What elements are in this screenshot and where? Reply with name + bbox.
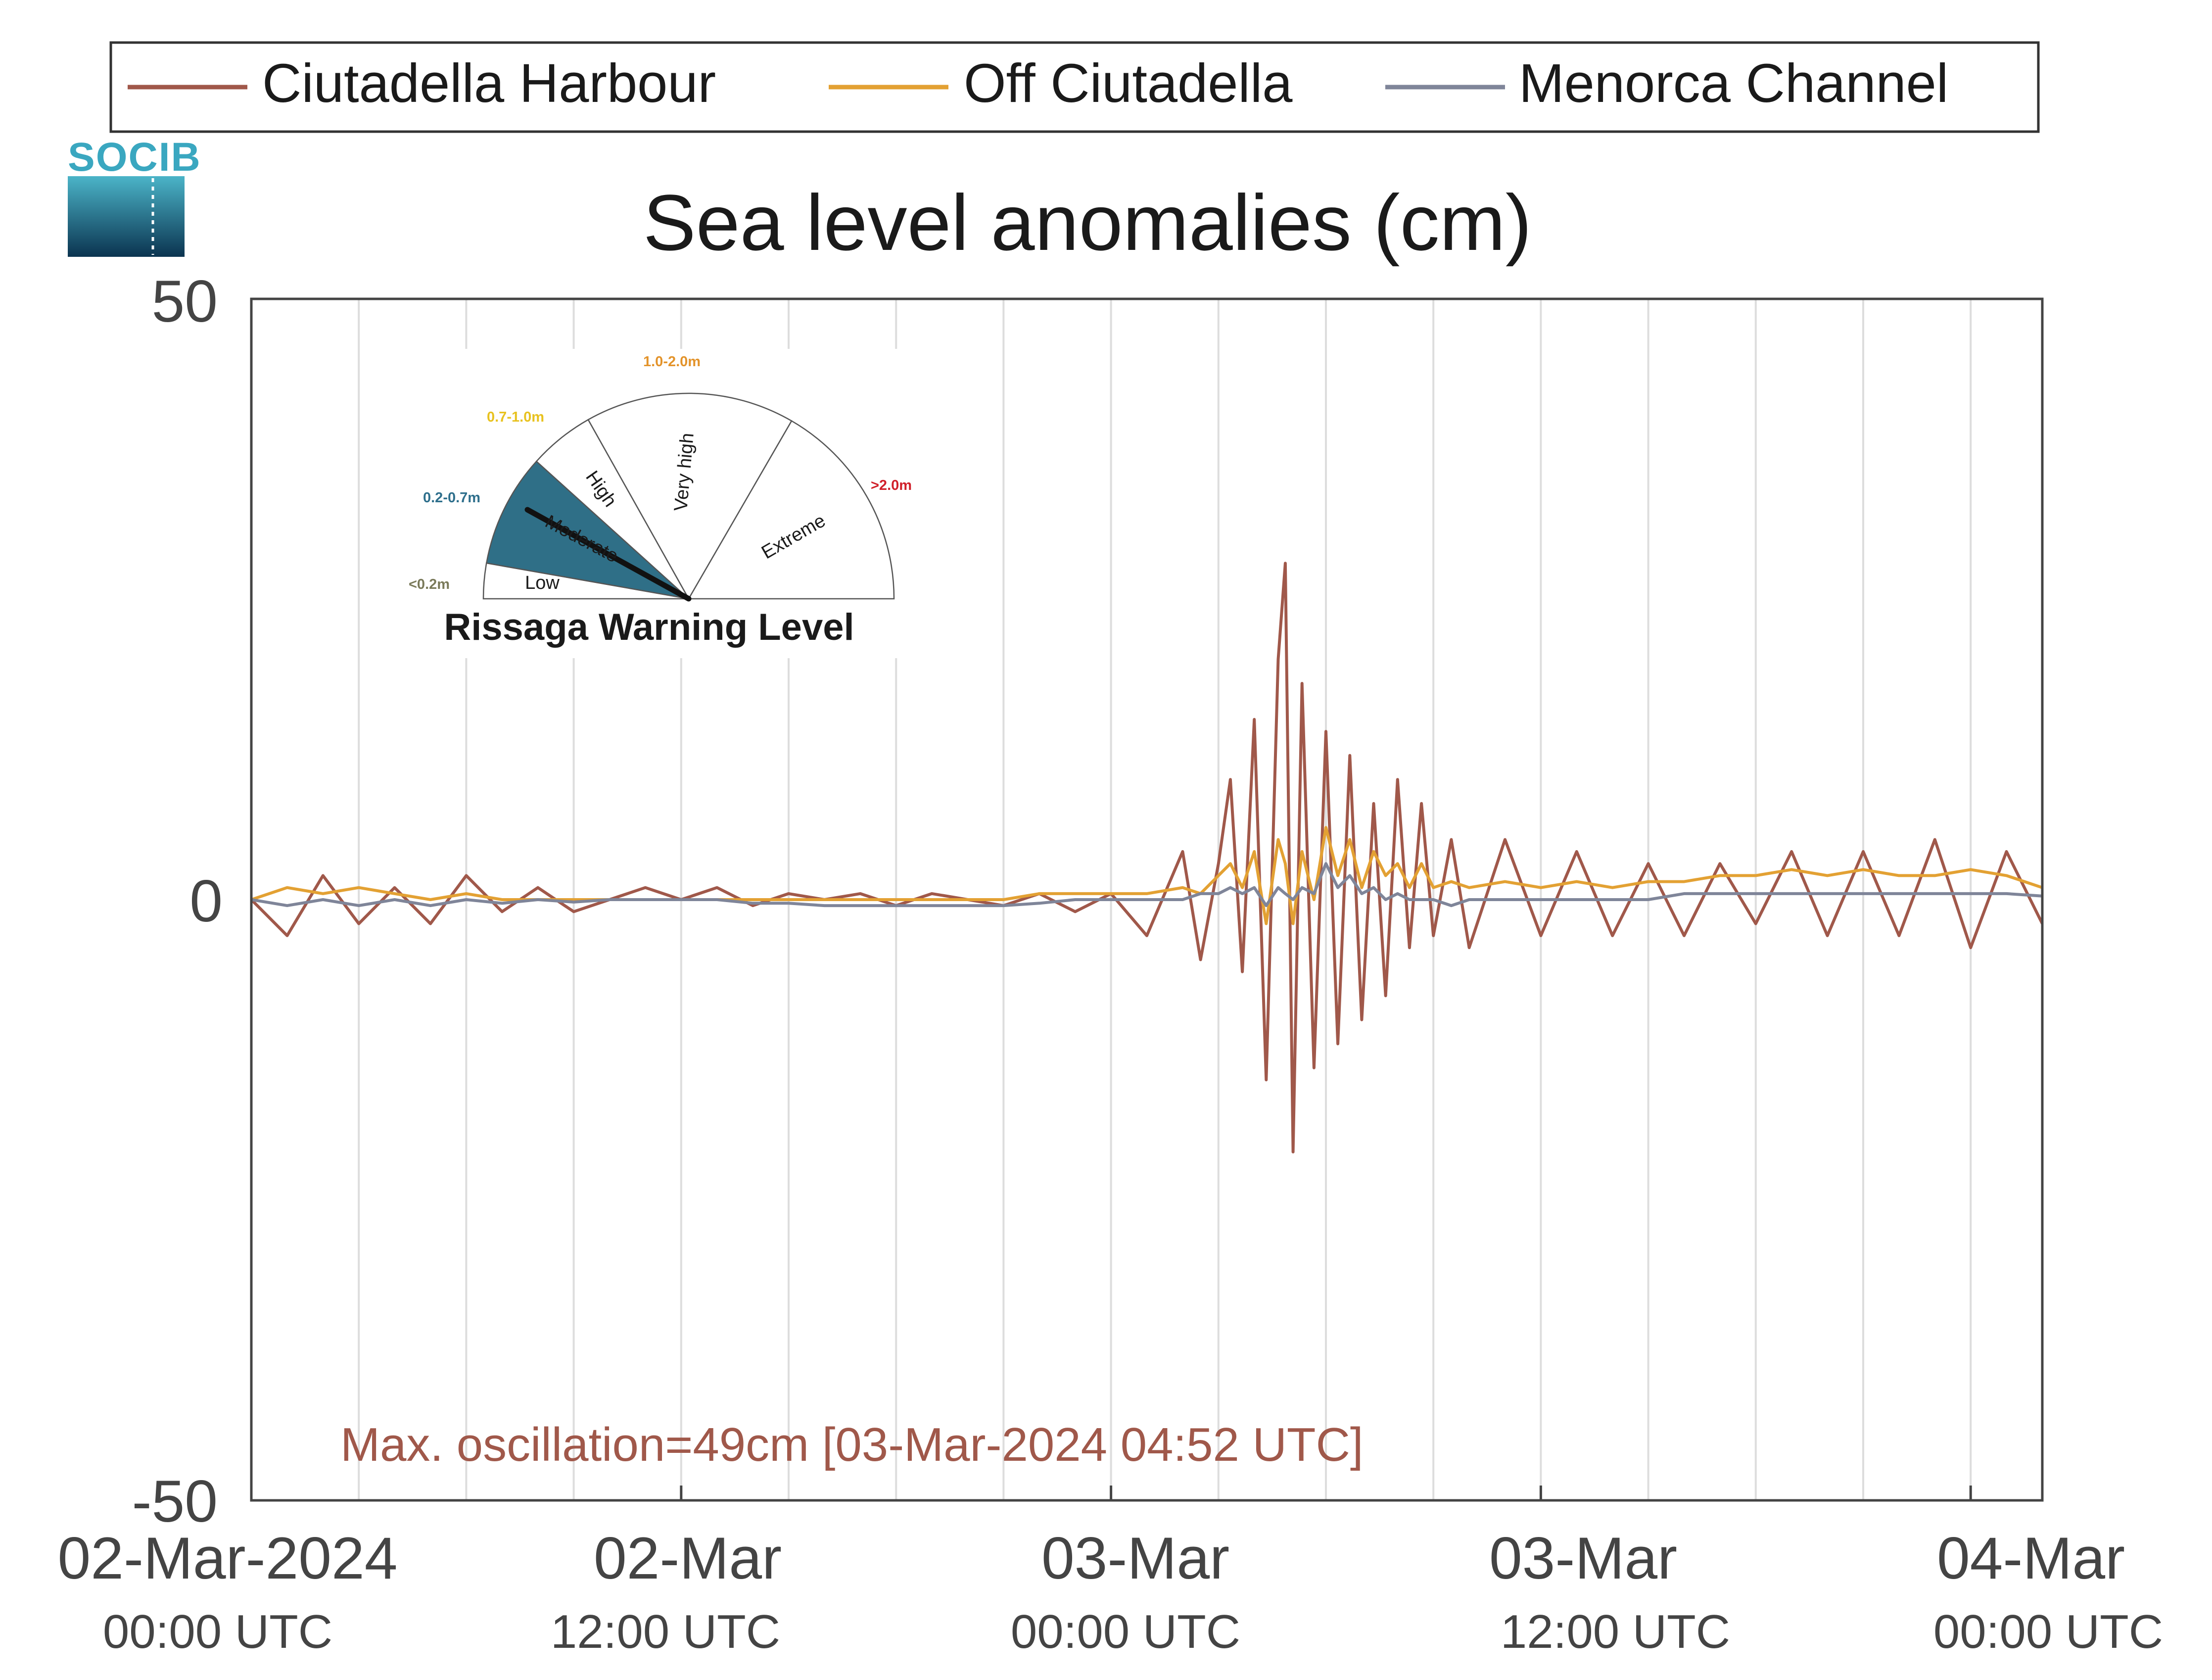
legend-label-off: Off Ciutadella bbox=[964, 53, 1293, 114]
x-tick-label-1-date: 02-Mar-2024 bbox=[57, 1525, 397, 1591]
plot-frame bbox=[250, 297, 2044, 1502]
x-tick-label-4-time: 12:00 UTC bbox=[1501, 1605, 1730, 1658]
socib-logo: SOCIB bbox=[68, 135, 201, 257]
x-tick-label-5-time: 00:00 UTC bbox=[1933, 1605, 2163, 1658]
gauge-needle bbox=[524, 507, 692, 602]
gauge-sector-extreme bbox=[687, 420, 895, 600]
gauge-range-high: 0.7-1.0m bbox=[487, 409, 544, 425]
series-layer bbox=[250, 562, 2044, 1153]
gauge-label-low: Low bbox=[525, 573, 560, 593]
logo-text: SOCIB bbox=[68, 135, 201, 180]
gauge-range-low: <0.2m bbox=[409, 576, 450, 592]
gauge-title: Rissaga Warning Level bbox=[444, 606, 854, 648]
gauge-sector-very-high bbox=[587, 392, 793, 600]
legend-label-channel: Menorca Channel bbox=[1519, 53, 1948, 114]
legend-frame bbox=[109, 41, 2040, 133]
x-tick-label-3-time: 00:00 UTC bbox=[1011, 1605, 1240, 1658]
x-tick-label-2-time: 12:00 UTC bbox=[551, 1605, 780, 1658]
gauge-sector-moderate bbox=[485, 460, 691, 600]
x-tick-label-2-date: 02-Mar bbox=[594, 1525, 782, 1591]
x-tick-label-3-date: 03-Mar bbox=[1041, 1525, 1229, 1591]
chart-title: Sea level anomalies (cm) bbox=[643, 178, 1532, 267]
gauge-range-moderate: 0.2-0.7m bbox=[423, 490, 480, 506]
x-tick-label-4-date: 03-Mar bbox=[1489, 1525, 1677, 1591]
y-tick-label-middle: 0 bbox=[189, 868, 223, 934]
gauge-range-very-high: 1.0-2.0m bbox=[643, 354, 701, 370]
logo-block bbox=[68, 176, 185, 257]
series-line-menorca-channel bbox=[251, 862, 2043, 908]
legend: Ciutadella Harbour Off Ciutadella Menorc… bbox=[109, 41, 2040, 133]
gauge-range-extreme: >2.0m bbox=[871, 478, 912, 493]
series-line-ciutadella-harbour bbox=[250, 562, 2044, 1153]
y-tick-label-bottom: -50 bbox=[132, 1468, 218, 1535]
legend-label-harbour: Ciutadella Harbour bbox=[262, 53, 716, 114]
x-tick-label-1-time: 00:00 UTC bbox=[103, 1605, 332, 1658]
rissaga-gauge: Low Moderate High Very high Extreme <0.2… bbox=[398, 349, 933, 658]
max-oscillation-annotation: Max. oscillation=49cm [03-Mar-2024 04:52… bbox=[340, 1418, 1364, 1471]
x-tick-marks bbox=[250, 1486, 1972, 1500]
y-tick-label-top: 50 bbox=[152, 268, 218, 335]
x-tick-label-5-date: 04-Mar bbox=[1937, 1525, 2125, 1591]
